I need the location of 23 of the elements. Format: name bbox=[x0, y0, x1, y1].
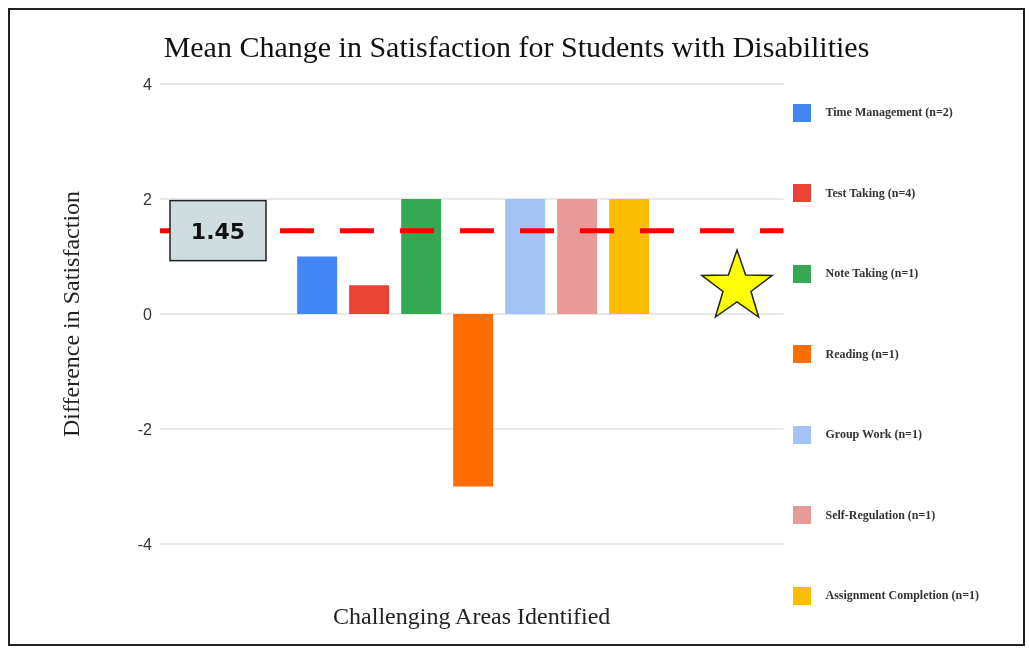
y-axis-title: Difference in Satisfaction bbox=[57, 190, 84, 438]
bar bbox=[453, 314, 494, 487]
y-tick-label: 4 bbox=[143, 75, 153, 93]
legend-label: Group Work (n=1) bbox=[824, 426, 923, 443]
legend-label: Note Taking (n=1) bbox=[824, 265, 920, 282]
bar bbox=[349, 285, 390, 314]
bar bbox=[401, 199, 442, 314]
legend-label: Reading (n=1) bbox=[824, 345, 900, 363]
y-tick-label: 2 bbox=[143, 190, 153, 208]
legend-label: Time Management (n=2) bbox=[824, 104, 954, 121]
legend-label: Self-Regulation (n=1) bbox=[824, 506, 937, 524]
legend-label: Test Taking (n=4) bbox=[824, 184, 917, 202]
chart-title: Mean Change in Satisfaction for Students with Disabilities bbox=[162, 30, 871, 64]
bar bbox=[505, 199, 546, 314]
y-tick-label: -2 bbox=[137, 420, 153, 438]
ref-line-label: 1.45 bbox=[190, 218, 246, 244]
legend-label: Assignment Completion (n=1) bbox=[824, 587, 979, 604]
bar bbox=[609, 199, 650, 314]
y-tick-label: 0 bbox=[143, 305, 153, 323]
y-tick-label: -4 bbox=[137, 535, 153, 553]
bar bbox=[557, 199, 598, 314]
bar bbox=[297, 256, 338, 314]
x-axis-title: Challenging Areas Identified bbox=[333, 603, 611, 629]
